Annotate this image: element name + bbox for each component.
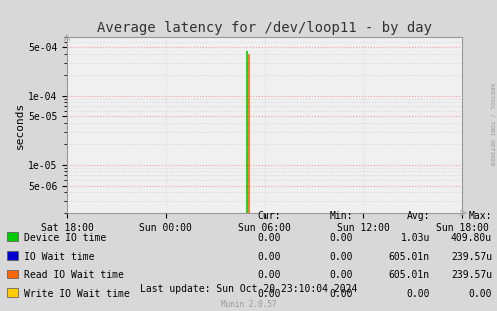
Text: 0.00: 0.00 [257, 289, 281, 299]
Y-axis label: seconds: seconds [15, 102, 25, 149]
Text: 0.00: 0.00 [257, 233, 281, 243]
Title: Average latency for /dev/loop11 - by day: Average latency for /dev/loop11 - by day [97, 21, 432, 35]
Text: Write IO Wait time: Write IO Wait time [24, 289, 130, 299]
Text: 1.03u: 1.03u [401, 233, 430, 243]
Text: 0.00: 0.00 [330, 252, 353, 262]
Text: Max:: Max: [469, 211, 492, 221]
Text: Read IO Wait time: Read IO Wait time [24, 270, 124, 280]
Text: RRDTOOL / TOBI OETIKER: RRDTOOL / TOBI OETIKER [490, 83, 495, 166]
Text: 0.00: 0.00 [469, 289, 492, 299]
Text: 0.00: 0.00 [330, 270, 353, 280]
Text: Munin 2.0.57: Munin 2.0.57 [221, 300, 276, 309]
Text: 0.00: 0.00 [257, 252, 281, 262]
Text: IO Wait time: IO Wait time [24, 252, 94, 262]
Text: Avg:: Avg: [407, 211, 430, 221]
Text: Cur:: Cur: [257, 211, 281, 221]
Text: 0.00: 0.00 [330, 233, 353, 243]
Text: 409.80u: 409.80u [451, 233, 492, 243]
Text: Last update: Sun Oct 20 23:10:04 2024: Last update: Sun Oct 20 23:10:04 2024 [140, 284, 357, 294]
Text: Min:: Min: [330, 211, 353, 221]
Text: 605.01n: 605.01n [389, 270, 430, 280]
Text: 605.01n: 605.01n [389, 252, 430, 262]
Text: Device IO time: Device IO time [24, 233, 106, 243]
Text: 239.57u: 239.57u [451, 252, 492, 262]
Text: 0.00: 0.00 [257, 270, 281, 280]
Text: 239.57u: 239.57u [451, 270, 492, 280]
Text: 0.00: 0.00 [330, 289, 353, 299]
Text: 0.00: 0.00 [407, 289, 430, 299]
